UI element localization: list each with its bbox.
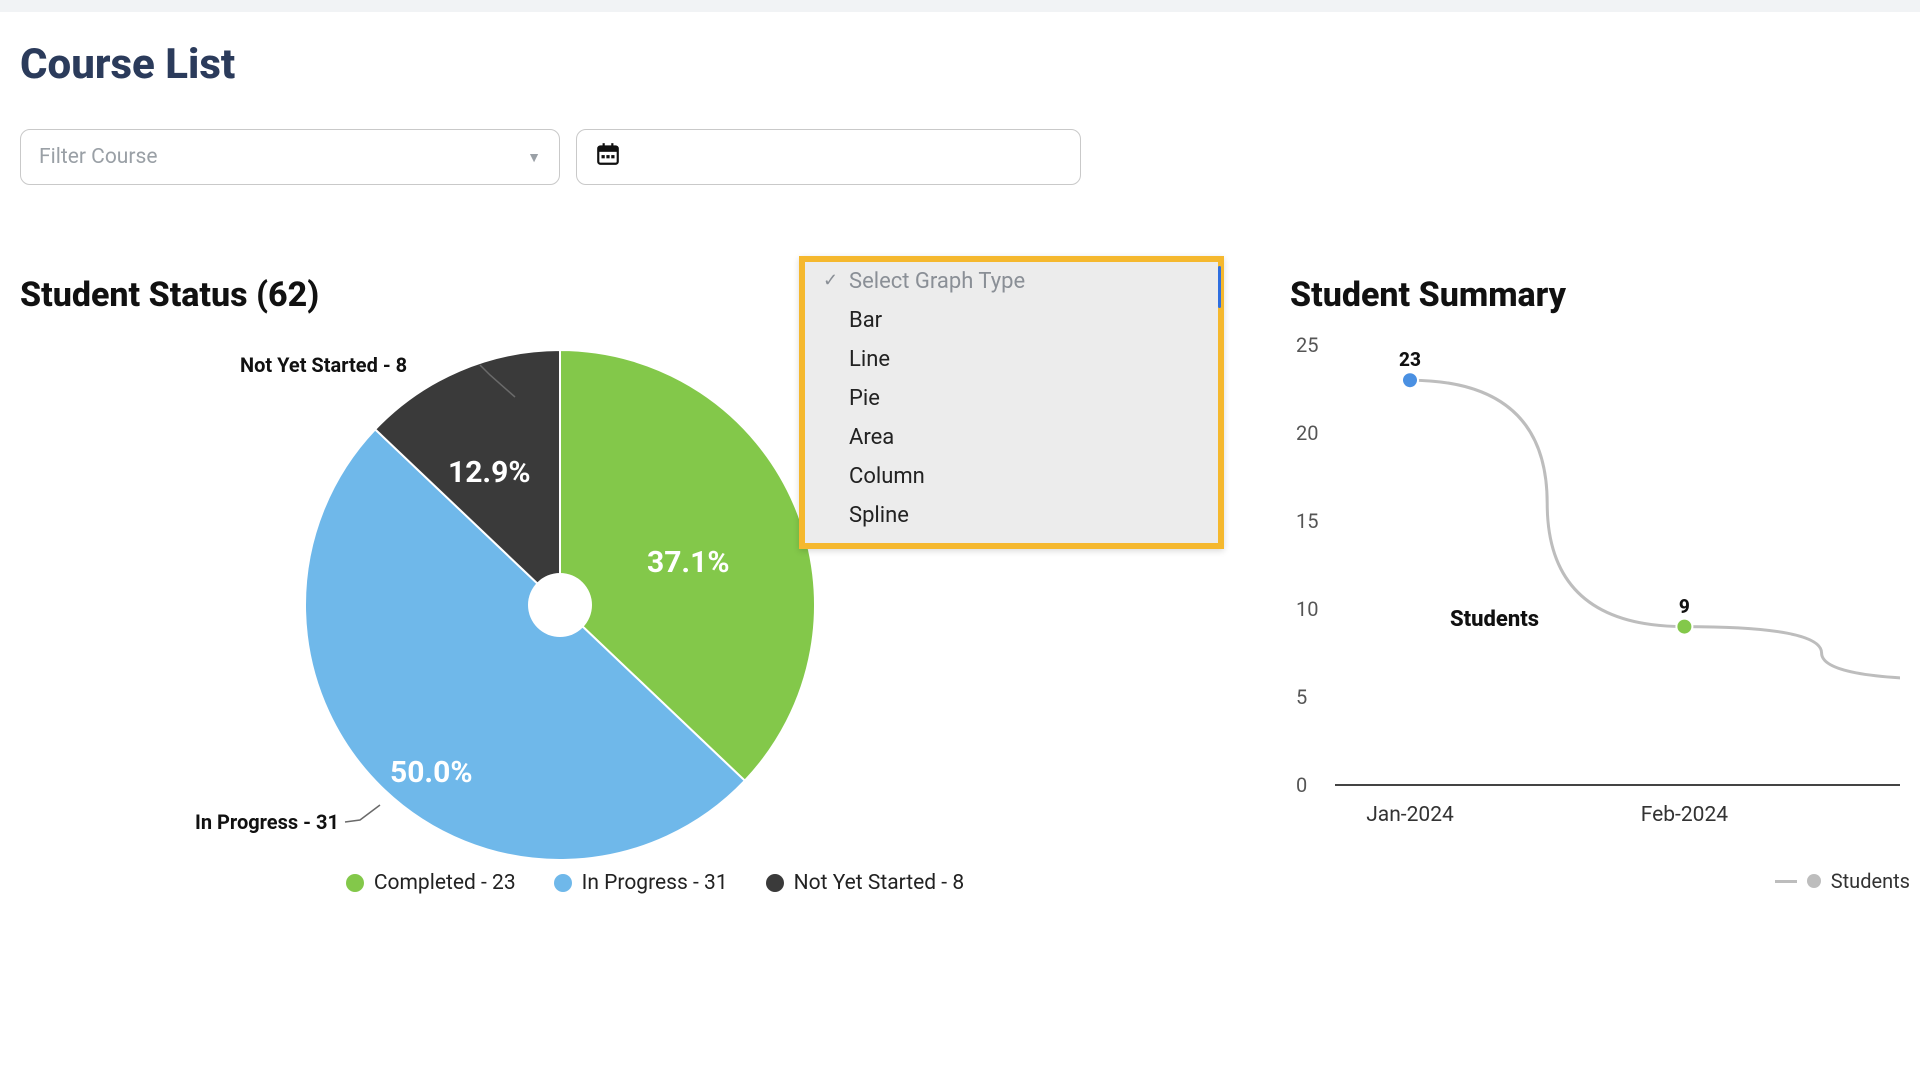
pie-pct-in-progress: 50.0% bbox=[390, 755, 473, 790]
line-chart-annotation: Students bbox=[1450, 607, 1539, 632]
dropdown-header: Select Graph Type bbox=[805, 262, 1218, 301]
filter-course-placeholder: Filter Course bbox=[39, 145, 157, 169]
filter-course-select[interactable]: Filter Course ▼ bbox=[20, 129, 560, 185]
legend-dot-completed bbox=[346, 874, 364, 892]
legend-label-in-progress: In Progress - 31 bbox=[582, 871, 728, 895]
dropdown-option-column[interactable]: Column bbox=[805, 457, 1218, 496]
point-label: 9 bbox=[1679, 595, 1690, 618]
date-range-select[interactable] bbox=[576, 129, 1081, 185]
legend-dot-icon bbox=[1807, 874, 1821, 888]
legend-item-in-progress[interactable]: In Progress - 31 bbox=[554, 871, 728, 895]
dropdown-option-bar[interactable]: Bar bbox=[805, 301, 1218, 340]
y-tick-label: 0 bbox=[1296, 773, 1307, 797]
x-tick-label: Jan-2024 bbox=[1366, 803, 1454, 827]
calendar-icon bbox=[595, 141, 621, 174]
y-tick-label: 10 bbox=[1296, 597, 1318, 621]
student-summary-title: Student Summary bbox=[1290, 275, 1900, 315]
page-title: Course List bbox=[20, 40, 1900, 89]
pie-label-in-progress: In Progress - 31 bbox=[195, 810, 339, 834]
y-tick-label: 15 bbox=[1296, 509, 1318, 533]
pie-pct-completed: 37.1% bbox=[647, 545, 730, 580]
legend-item-completed[interactable]: Completed - 23 bbox=[346, 871, 516, 895]
y-tick-label: 25 bbox=[1296, 333, 1318, 357]
chevron-down-icon: ▼ bbox=[527, 149, 541, 166]
x-tick-label: Feb-2024 bbox=[1641, 803, 1728, 827]
line-chart-svg bbox=[1290, 335, 1900, 805]
legend-label-not-started: Not Yet Started - 8 bbox=[794, 871, 964, 895]
dropdown-option-line[interactable]: Line bbox=[805, 340, 1218, 379]
point-label: 23 bbox=[1399, 348, 1421, 371]
top-accent-bar bbox=[0, 0, 1920, 12]
student-summary-panel: Student Summary Students Students 051015… bbox=[1290, 275, 1900, 855]
legend-label-completed: Completed - 23 bbox=[374, 871, 516, 895]
graph-type-dropdown[interactable]: Select Graph Type BarLinePieAreaColumnSp… bbox=[799, 256, 1224, 549]
legend-line-icon bbox=[1775, 880, 1797, 883]
line-chart-legend[interactable]: Students bbox=[1775, 869, 1910, 893]
filter-row: Filter Course ▼ bbox=[20, 129, 1900, 185]
dropdown-option-area[interactable]: Area bbox=[805, 418, 1218, 457]
pie-pct-not-started: 12.9% bbox=[448, 455, 531, 490]
line-chart-area: Students Students 051015202523Jan-20249F… bbox=[1290, 335, 1900, 855]
legend-item-not-started[interactable]: Not Yet Started - 8 bbox=[766, 871, 964, 895]
pie-legend: Completed - 23 In Progress - 31 Not Yet … bbox=[20, 871, 1230, 895]
legend-dot-in-progress bbox=[554, 874, 572, 892]
pie-label-not-started: Not Yet Started - 8 bbox=[240, 353, 407, 377]
legend-dot-not-started bbox=[766, 874, 784, 892]
dropdown-option-spline[interactable]: Spline bbox=[805, 496, 1218, 535]
y-tick-label: 20 bbox=[1296, 421, 1318, 445]
pie-chart-svg bbox=[300, 345, 820, 865]
dropdown-option-pie[interactable]: Pie bbox=[805, 379, 1218, 418]
y-tick-label: 5 bbox=[1296, 685, 1307, 709]
line-legend-label: Students bbox=[1831, 869, 1910, 893]
